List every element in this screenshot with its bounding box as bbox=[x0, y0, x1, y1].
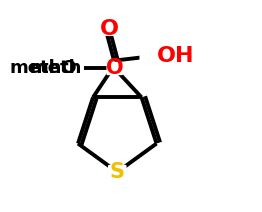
FancyBboxPatch shape bbox=[101, 22, 118, 36]
FancyBboxPatch shape bbox=[139, 47, 166, 61]
Text: meth: meth bbox=[29, 60, 82, 77]
FancyBboxPatch shape bbox=[108, 165, 127, 179]
Text: O: O bbox=[106, 59, 123, 78]
Text: O: O bbox=[100, 19, 119, 39]
FancyBboxPatch shape bbox=[106, 62, 123, 75]
Text: OH: OH bbox=[157, 46, 194, 66]
Text: S: S bbox=[110, 162, 125, 182]
Text: methO: methO bbox=[10, 60, 78, 77]
